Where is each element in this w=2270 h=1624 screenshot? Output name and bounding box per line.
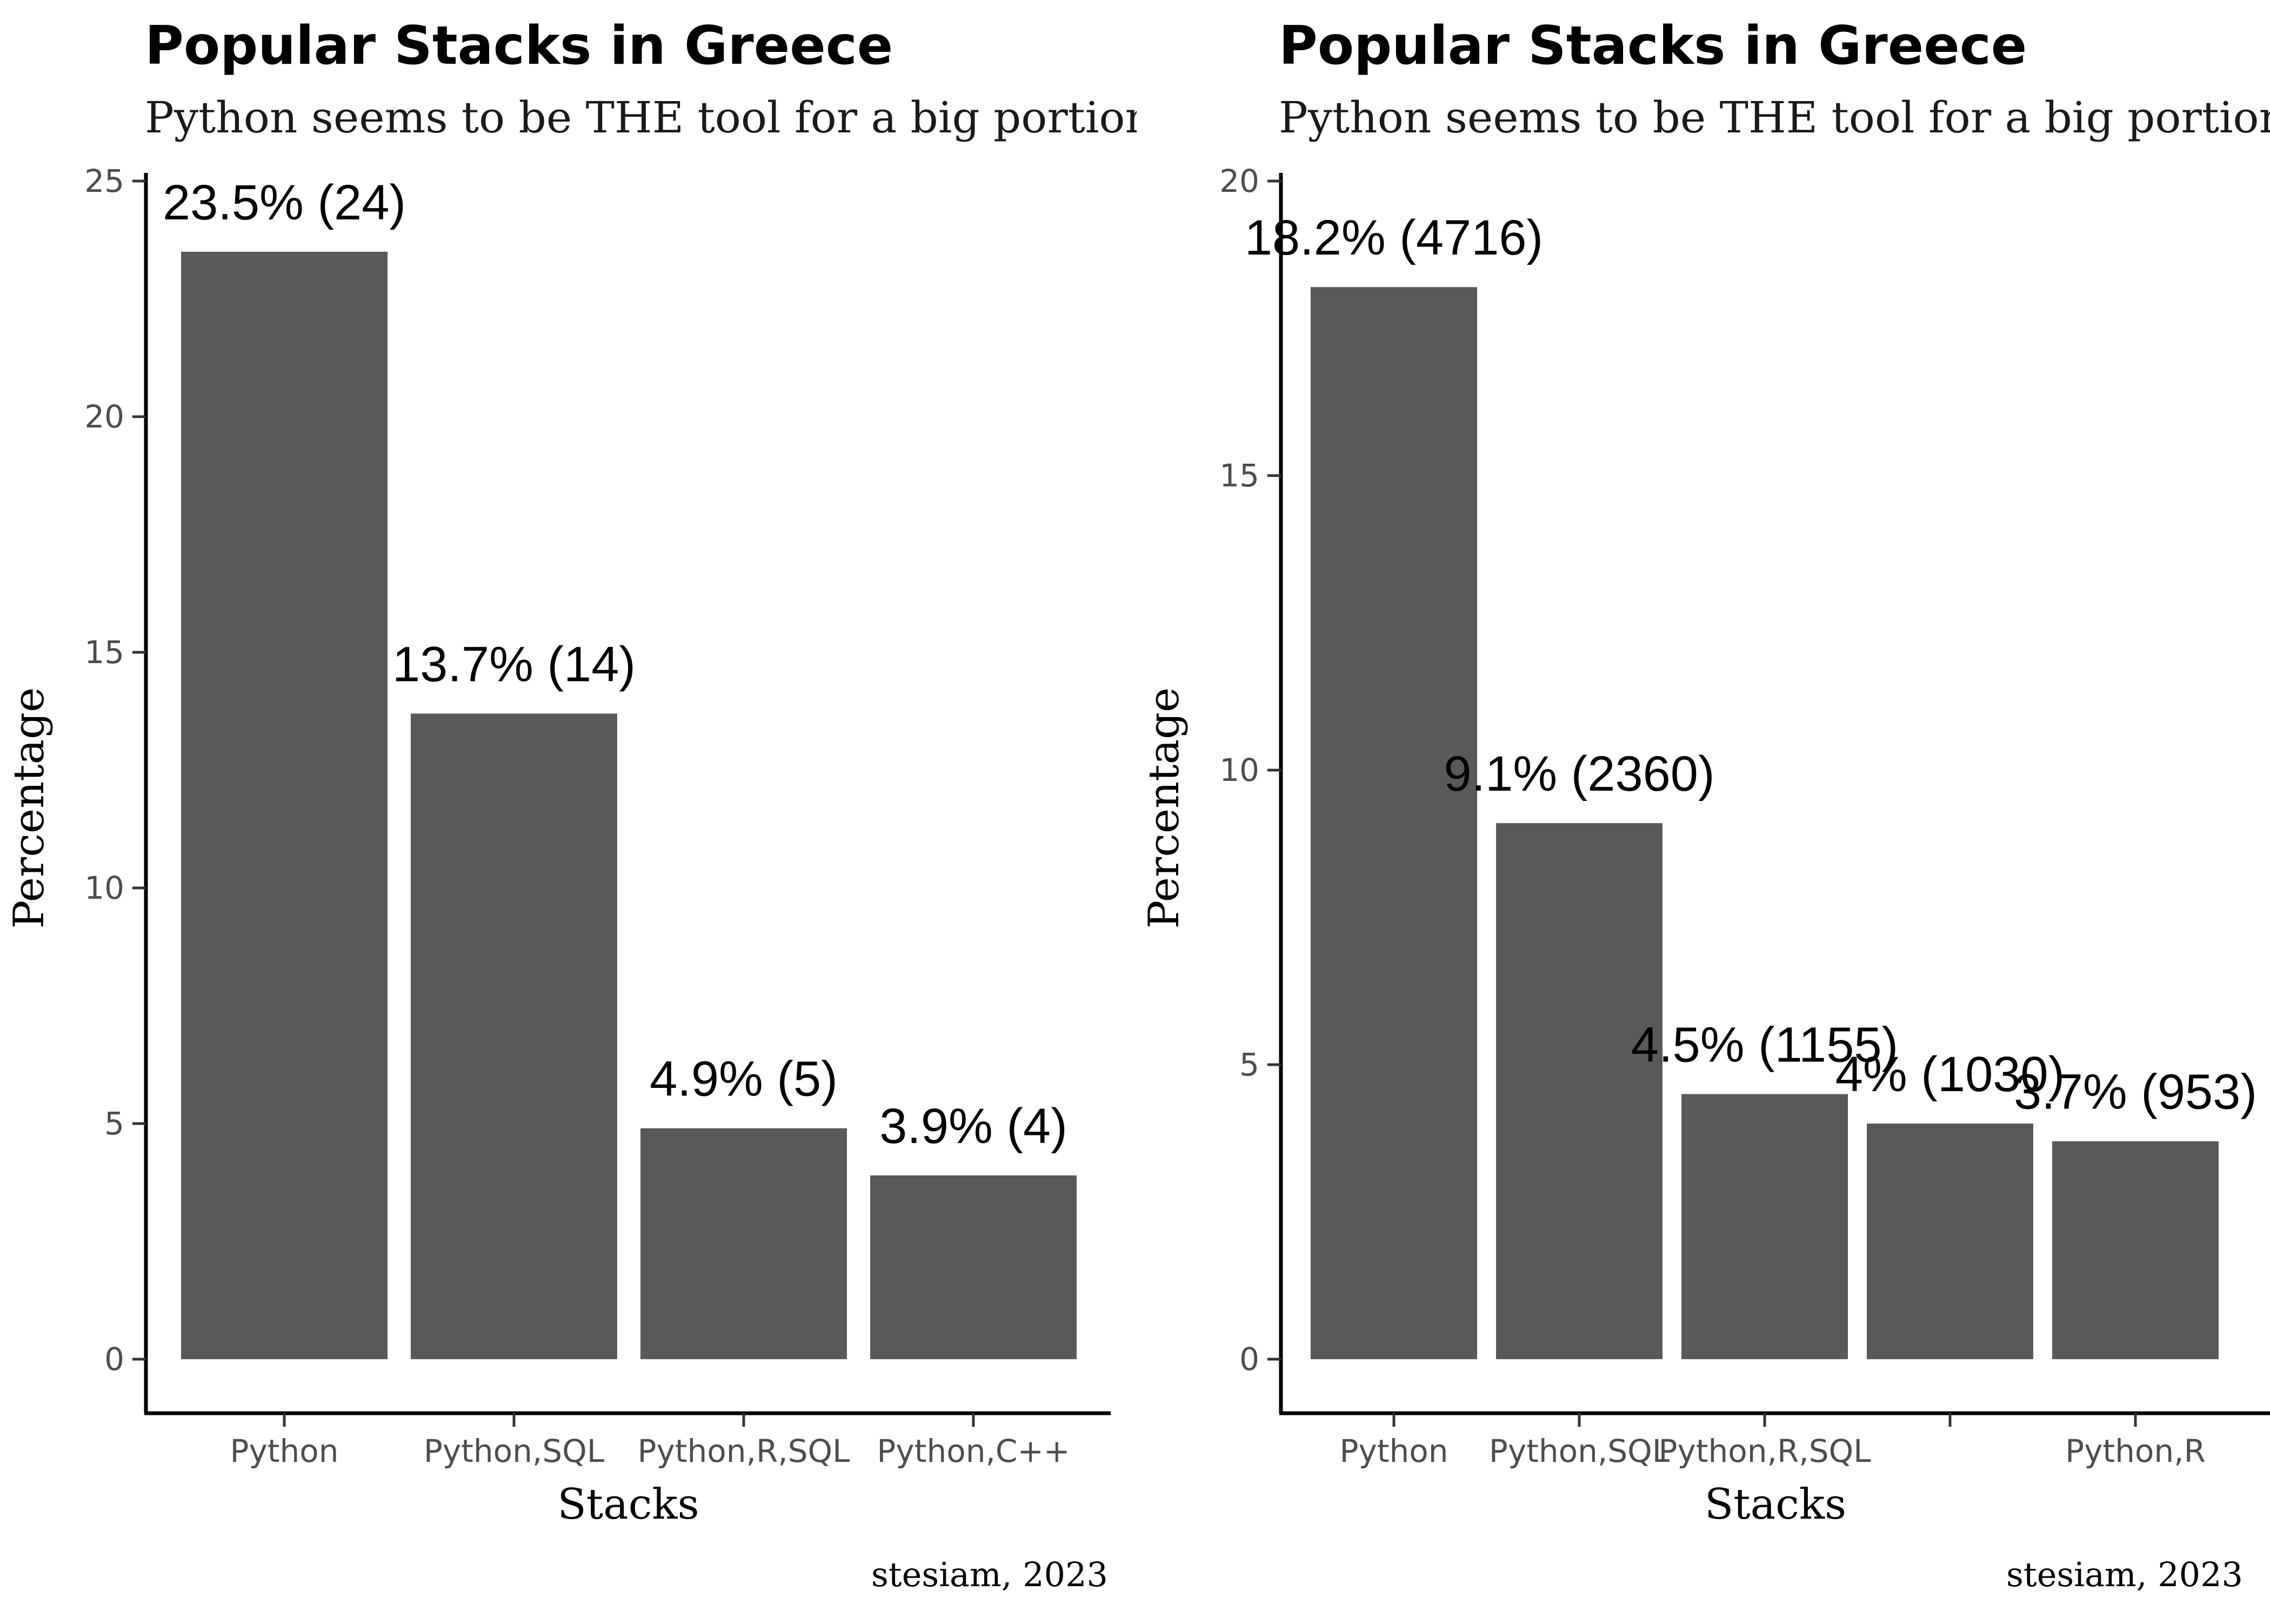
- y-tick-label: 5: [104, 1105, 124, 1142]
- bar-3: [640, 1128, 847, 1359]
- x-axis-title: Stacks: [557, 1480, 699, 1529]
- bar-data-label-5: 3.7% (953): [2014, 1065, 2257, 1120]
- y-tick-label: 5: [1239, 1046, 1259, 1083]
- y-tick-label: 15: [1219, 457, 1259, 494]
- bar-4: [1867, 1124, 2033, 1359]
- y-tick-label: 20: [1219, 163, 1259, 199]
- x-tick-label: Python: [230, 1433, 338, 1469]
- bar-3: [1681, 1094, 1848, 1359]
- bar-5: [2052, 1141, 2219, 1359]
- bar-data-label-4: 3.9% (4): [879, 1099, 1067, 1154]
- x-axis-title: Stacks: [1705, 1480, 1846, 1529]
- bar-data-label-2: 9.1% (2360): [1444, 746, 1714, 801]
- bar-2: [1496, 823, 1663, 1359]
- chart-caption: stesiam, 2023: [2006, 1555, 2243, 1594]
- y-axis-title: Percentage: [5, 687, 54, 928]
- x-tick-label: Python: [1339, 1433, 1448, 1469]
- y-tick-label: 0: [104, 1341, 124, 1378]
- y-tick-label: 25: [84, 163, 124, 199]
- bar-data-label-2: 13.7% (14): [392, 637, 636, 692]
- chart-caption: stesiam, 2023: [871, 1555, 1108, 1594]
- bar-2: [411, 713, 617, 1359]
- y-axis-title: Percentage: [1140, 687, 1189, 928]
- chart-title: Popular Stacks in Greece: [145, 15, 893, 77]
- x-tick-label: Python,C++: [877, 1433, 1070, 1469]
- y-tick-label: 10: [1219, 752, 1259, 788]
- x-tick-label: Python,R,SQL: [1658, 1433, 1871, 1469]
- bar-4: [870, 1175, 1077, 1359]
- bar-data-label-3: 4.9% (5): [650, 1052, 838, 1107]
- x-tick-label: Python,R,SQL: [637, 1433, 850, 1469]
- chart-panel-1: Popular Stacks in Greece Python seems to …: [5, 15, 1193, 1594]
- chart-title: Popular Stacks in Greece: [1279, 15, 2027, 77]
- bar-data-label-3: 4.5% (1155): [1631, 1018, 1898, 1073]
- y-tick-label: 15: [84, 634, 124, 671]
- chart-subtitle: Python seems to be THE tool for a big po…: [1279, 92, 2270, 143]
- x-tick-label: Python,SQL: [424, 1433, 604, 1469]
- chart-subtitle: Python seems to be THE tool for a big po…: [145, 92, 1193, 143]
- y-tick-label: 20: [84, 398, 124, 435]
- bar-1: [181, 251, 388, 1359]
- y-tick-label: 0: [1239, 1341, 1259, 1378]
- bar-data-label-1: 18.2% (4716): [1245, 210, 1543, 265]
- x-tick-label: Python,SQL: [1489, 1433, 1670, 1469]
- y-tick-label: 10: [84, 870, 124, 906]
- bar-1: [1311, 287, 1477, 1360]
- bar-data-label-4: 4% (1030): [1835, 1047, 2065, 1102]
- x-tick-label: Python,R: [2065, 1433, 2206, 1469]
- chart-panel-2: Popular Stacks in Greece Python seems to …: [1140, 15, 2270, 1594]
- bar-data-label-1: 23.5% (24): [163, 175, 406, 230]
